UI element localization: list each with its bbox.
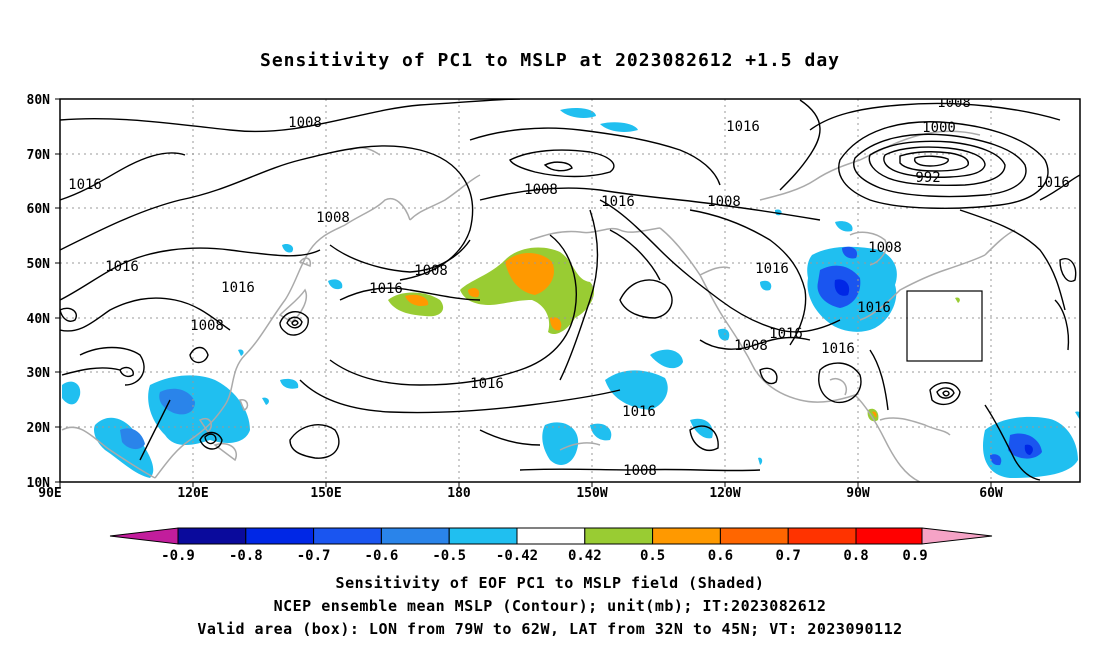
lat-label: 40N (27, 312, 51, 327)
colorbar-segment (380, 527, 450, 545)
mslp-contours (60, 99, 1080, 481)
latitude-labels: 80N 70N 60N 50N 40N 30N 20N 10N (27, 93, 51, 491)
contour-label: 1016 (769, 326, 803, 342)
lat-label: 70N (27, 148, 51, 163)
lat-label: 10N (27, 476, 51, 491)
lon-label: 180 (447, 486, 471, 501)
colorbar-tick-label: 0.5 (640, 548, 665, 564)
lat-label: 20N (27, 421, 51, 436)
contour-label: 1016 (470, 376, 504, 392)
colorbar-segment (245, 527, 315, 545)
colorbar-tick-label: 0.9 (902, 548, 927, 564)
colorbar-segment (313, 527, 382, 545)
contour-label: 1008 (190, 318, 224, 334)
contour-label: 1016 (726, 119, 760, 135)
colorbar (109, 527, 993, 545)
contour-label: 992 (915, 170, 940, 186)
lon-label: 120E (177, 486, 208, 501)
colorbar-segment (584, 527, 654, 545)
map-frame (59, 98, 1081, 483)
lat-label: 80N (27, 93, 51, 108)
lon-label: 90E (38, 486, 61, 501)
negative-sensitivity-shading (62, 108, 1080, 478)
contour-label: 1008 (524, 182, 558, 198)
contour-label: 1008 (868, 240, 902, 256)
colorbar-tick-label: 0.42 (568, 548, 602, 564)
chart-title: Sensitivity of PC1 to MSLP at 2023082612… (259, 50, 840, 71)
lon-label: 60W (979, 486, 1003, 501)
colorbar-segment (652, 527, 721, 545)
contour-label: 1000 (922, 120, 956, 136)
lon-label: 90W (846, 486, 870, 501)
colorbar-tick-label: 0.6 (708, 548, 733, 564)
colorbar-segment (921, 527, 993, 545)
contour-label: 1008 (623, 463, 657, 479)
lon-label: 150W (576, 486, 607, 501)
contour-label: 1008 (288, 115, 322, 131)
contour-label: 1016 (105, 259, 139, 275)
contour-label: 1016 (1036, 175, 1070, 191)
contour-label: 1016 (601, 194, 635, 210)
contour-label: 1008 (734, 338, 768, 354)
colorbar-tick-label: -0.7 (297, 548, 331, 564)
contour-label: 1008 (937, 95, 971, 111)
lat-label: 60N (27, 202, 51, 217)
caption-line-3: Valid area (box): LON from 79W to 62W, L… (197, 620, 903, 638)
contour-labels: 1008 1016 1016 1008 1016 1016 1008 1008 … (68, 95, 1070, 479)
valid-area-box (906, 290, 983, 362)
colorbar-segment (719, 527, 789, 545)
colorbar-segment (448, 527, 518, 545)
contour-label: 1016 (369, 281, 403, 297)
colorbar-tick-label: -0.9 (161, 548, 195, 564)
caption-line-2: NCEP ensemble mean MSLP (Contour); unit(… (273, 597, 827, 615)
colorbar-segment (855, 527, 923, 545)
colorbar-tick-label: -0.8 (229, 548, 263, 564)
contour-label: 1008 (316, 210, 350, 226)
colorbar-tick-label: -0.42 (496, 548, 538, 564)
axis-ticks (55, 98, 992, 487)
longitude-labels: 90E 120E 150E 180 150W 120W 90W 60W (38, 486, 1003, 501)
colorbar-tick-label: 0.7 (776, 548, 801, 564)
lat-label: 50N (27, 257, 51, 272)
contour-label: 1016 (755, 261, 789, 277)
contour-label: 1016 (857, 300, 891, 316)
contour-label: 1008 (414, 263, 448, 279)
lon-label: 150E (310, 486, 341, 501)
contour-label: 1016 (221, 280, 255, 296)
colorbar-segment (177, 527, 247, 545)
contour-label: 1016 (68, 177, 102, 193)
lat-label: 30N (27, 366, 51, 381)
lon-label: 120W (709, 486, 740, 501)
contour-label: 1008 (707, 194, 741, 210)
contour-label: 1016 (821, 341, 855, 357)
colorbar-tick-label: -0.6 (365, 548, 399, 564)
caption-line-1: Sensitivity of EOF PC1 to MSLP field (Sh… (335, 574, 765, 592)
colorbar-segment (109, 527, 179, 545)
colorbar-segment (516, 527, 586, 545)
colorbar-tick-label: 0.8 (843, 548, 868, 564)
contour-label: 1016 (622, 404, 656, 420)
colorbar-segment (787, 527, 857, 545)
colorbar-labels: -0.9 -0.8 -0.7 -0.6 -0.5 -0.42 0.42 0.5 … (161, 548, 928, 564)
colorbar-tick-label: -0.5 (432, 548, 466, 564)
